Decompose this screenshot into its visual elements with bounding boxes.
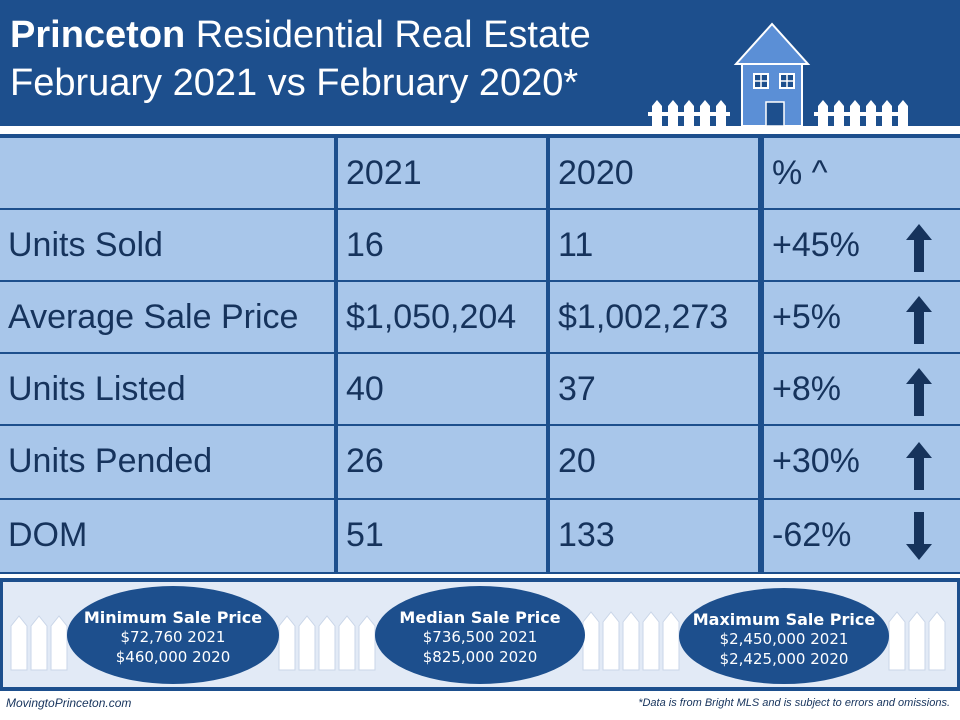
max-sale-price-title: Maximum Sale Price	[692, 610, 876, 629]
row-average-sale-price-2021: $1,050,204	[338, 282, 546, 352]
arrow-down-icon	[906, 512, 932, 560]
pct-value: +5%	[772, 298, 841, 336]
table-header-pct: % ^	[764, 138, 960, 208]
row-label-units-sold: Units Sold	[0, 210, 334, 280]
pct-value: -62%	[772, 516, 852, 554]
pct-value: +45%	[772, 226, 860, 264]
row-units-listed-pct: +8%	[764, 354, 960, 424]
summary-band: Minimum Sale Price $72,760 2021 $460,000…	[0, 578, 960, 691]
row-average-sale-price-2020: $1,002,273	[550, 282, 758, 352]
summary-band-inner: Minimum Sale Price $72,760 2021 $460,000…	[3, 582, 957, 687]
row-dom-2020: 133	[550, 500, 758, 572]
median-sale-price-badge: Median Sale Price $736,500 2021 $825,000…	[375, 586, 585, 684]
picket-fence-icon	[648, 100, 908, 126]
max-sale-price-2020: $2,425,000 2020	[719, 650, 849, 668]
data-disclaimer: *Data is from Bright MLS and is subject …	[638, 697, 950, 709]
row-label-dom: DOM	[0, 500, 334, 572]
row-label-units-pended: Units Pended	[0, 426, 334, 498]
row-units-listed-2021: 40	[338, 354, 546, 424]
row-dom-pct: -62%	[764, 500, 960, 572]
pct-value: +8%	[772, 370, 841, 408]
min-sale-price-badge: Minimum Sale Price $72,760 2021 $460,000…	[67, 586, 279, 684]
row-label-units-listed: Units Listed	[0, 354, 334, 424]
header-banner: Princeton Residential Real Estate Februa…	[0, 0, 960, 126]
pct-value: +30%	[772, 442, 860, 480]
row-units-sold-2020: 11	[550, 210, 758, 280]
row-dom-2021: 51	[338, 500, 546, 572]
max-sale-price-2021: $2,450,000 2021	[719, 630, 849, 648]
title-rest: Residential Real Estate	[185, 14, 591, 56]
arrow-up-icon	[906, 442, 932, 490]
row-units-pended-2021: 26	[338, 426, 546, 498]
arrow-up-icon	[906, 224, 932, 272]
arrow-up-icon	[906, 296, 932, 344]
max-sale-price-badge: Maximum Sale Price $2,450,000 2021 $2,42…	[679, 588, 889, 684]
stats-table: 2021 2020 % ^ Units Sold 16 11 +45% Aver…	[0, 134, 960, 574]
page-subtitle: February 2021 vs February 2020*	[10, 62, 579, 104]
min-sale-price-2020: $460,000 2020	[115, 648, 231, 666]
row-units-pended-pct: +30%	[764, 426, 960, 498]
table-header-2021: 2021	[338, 138, 546, 208]
median-sale-price-2020: $825,000 2020	[422, 648, 538, 666]
median-sale-price-2021: $736,500 2021	[422, 628, 538, 646]
row-units-sold-2021: 16	[338, 210, 546, 280]
row-label-average-sale-price: Average Sale Price	[0, 282, 334, 352]
min-sale-price-2021: $72,760 2021	[120, 628, 226, 646]
picket-fence-icon	[10, 611, 946, 671]
page-title: Princeton Residential Real Estate	[10, 12, 591, 58]
table-header-2020: 2020	[550, 138, 758, 208]
row-units-sold-pct: +45%	[764, 210, 960, 280]
min-sale-price-title: Minimum Sale Price	[83, 608, 263, 627]
house-icon	[648, 22, 908, 126]
row-units-listed-2020: 37	[550, 354, 758, 424]
median-sale-price-title: Median Sale Price	[399, 608, 561, 627]
table-header-blank	[0, 138, 334, 208]
arrow-up-icon	[906, 368, 932, 416]
row-units-pended-2020: 20	[550, 426, 758, 498]
title-bold: Princeton	[10, 14, 186, 56]
row-average-sale-price-pct: +5%	[764, 282, 960, 352]
site-link[interactable]: MovingtoPrinceton.com	[6, 696, 132, 710]
